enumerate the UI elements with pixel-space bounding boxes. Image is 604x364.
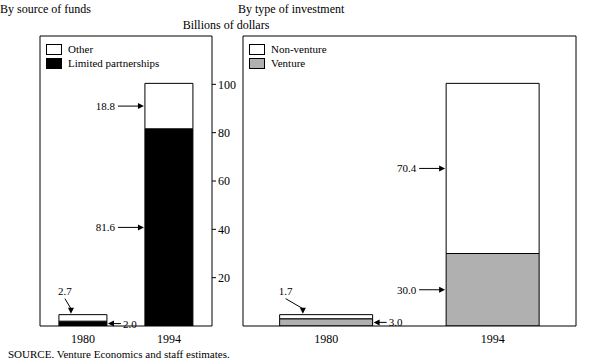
svg-text:100: 100 xyxy=(218,78,236,92)
html-text:Venture: Venture xyxy=(271,57,306,69)
html-text:SOURCE. Venture Economics and: SOURCE. Venture Economics and staff esti… xyxy=(8,348,230,360)
svg-text:80: 80 xyxy=(218,126,230,140)
svg-text:1980: 1980 xyxy=(314,332,338,346)
svg-text:1980: 1980 xyxy=(71,332,95,346)
svg-text:3.0: 3.0 xyxy=(389,316,403,328)
svg-text:1.7: 1.7 xyxy=(279,285,293,297)
svg-text:18.8: 18.8 xyxy=(96,100,116,112)
svg-text:60: 60 xyxy=(218,174,230,188)
svg-text:40: 40 xyxy=(218,223,230,237)
svg-text:20: 20 xyxy=(218,271,230,285)
svg-text:2.7: 2.7 xyxy=(58,285,72,297)
svg-text:30.0: 30.0 xyxy=(397,284,417,296)
svg-text:70.4: 70.4 xyxy=(397,162,417,174)
svg-text:2.0: 2.0 xyxy=(123,318,137,330)
html-text:By type of investment: By type of investment xyxy=(238,2,345,16)
svg-text:1994: 1994 xyxy=(481,332,505,346)
html-text:By source of funds: By source of funds xyxy=(0,2,91,16)
html-text:Limited partnerships: Limited partnerships xyxy=(68,57,160,69)
html-text:Billions of dollars: Billions of dollars xyxy=(182,18,270,32)
svg-text:1994: 1994 xyxy=(157,332,181,346)
svg-text:81.6: 81.6 xyxy=(96,221,116,233)
html-text:Non-venture: Non-venture xyxy=(271,43,327,55)
html-text:Other: Other xyxy=(68,43,93,55)
